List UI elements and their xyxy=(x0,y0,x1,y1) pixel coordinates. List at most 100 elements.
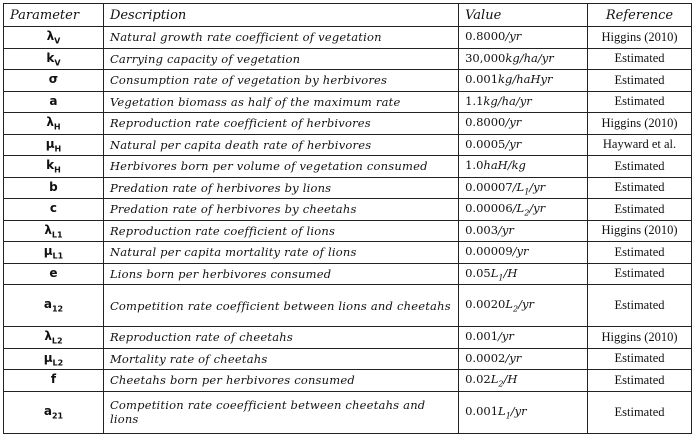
unit-text: /yr xyxy=(512,244,529,259)
parameter-symbol: λ xyxy=(44,329,52,344)
parameter-symbol: k xyxy=(46,50,55,65)
unit-text: /yr xyxy=(505,29,522,44)
value-unit: /yr xyxy=(513,244,529,258)
value-unit: L1/yr xyxy=(498,403,527,421)
table-row: μL2 Mortality rate of cheetahs 0.0002/yr Es… xyxy=(3,347,692,370)
unit-subscript: 2 xyxy=(498,379,504,389)
parameter-subscript: L2 xyxy=(51,336,63,346)
reference-cell: Estimated xyxy=(587,69,692,92)
value-unit: /yr xyxy=(498,329,514,343)
parameter-symbol: μ xyxy=(45,136,55,151)
description-cell: Carrying capacity of vegetation xyxy=(102,47,460,70)
unit-text: L xyxy=(490,372,499,387)
value-number: 0.001 xyxy=(465,72,499,87)
value-unit: haH/kg xyxy=(483,158,526,172)
description-cell: Herbivores born per volume of vegetation… xyxy=(102,155,460,178)
parameter-symbol: k xyxy=(46,158,55,173)
description-cell: Predation rate of herbivores by cheetahs xyxy=(102,198,460,221)
parameter-cell: μL1 xyxy=(3,241,104,264)
value-cell: 30,000kg/ha/yr xyxy=(458,47,589,70)
table-row: e Lions born per herbivores consumed 0.05L… xyxy=(3,262,692,285)
reference-cell: Estimated xyxy=(587,47,692,70)
parameter-cell: kV xyxy=(3,47,104,70)
value-cell: 0.8000/yr xyxy=(458,112,589,135)
header-value: Value xyxy=(458,3,589,27)
parameter-cell: f xyxy=(3,369,104,392)
parameter-subscript: V xyxy=(54,57,61,67)
unit-text: kg/ha/yr xyxy=(483,93,532,108)
value-unit: L2/yr xyxy=(505,297,534,313)
parameter-symbol: λ xyxy=(44,222,52,237)
reference-cell: Hayward et al. xyxy=(587,133,692,156)
unit-text: kg/ha/yr xyxy=(505,50,554,65)
value-cell: 0.001L1/yr xyxy=(458,390,589,434)
parameter-symbol: σ xyxy=(48,72,59,87)
description-cell: Natural growth rate coefficient of veget… xyxy=(102,26,460,49)
description-cell: Predation rate of herbivores by lions xyxy=(102,176,460,199)
value-cell: 0.00009/yr xyxy=(458,241,589,264)
description-cell: Natural per capita death rate of herbivo… xyxy=(102,133,460,156)
value-number: 0.00006 xyxy=(465,201,513,216)
value-number: 0.00009 xyxy=(465,244,513,259)
description-cell: Competition rate coeefficient between ch… xyxy=(102,390,460,434)
parameter-subscript: H xyxy=(54,165,61,175)
table-row: b Predation rate of herbivores by lions 0.… xyxy=(3,176,692,199)
value-number: 0.003 xyxy=(465,222,499,237)
table-row: kV Carrying capacity of vegetation 30,000k… xyxy=(3,47,692,70)
table-row: a12 Competition rate coefficient between … xyxy=(3,284,692,327)
value-cell: 1.1kg/ha/yr xyxy=(458,90,589,113)
value-unit: L2/H xyxy=(490,372,518,389)
table-row: kH Herbivores born per volume of vegetati… xyxy=(3,155,692,178)
unit-text: /yr xyxy=(498,329,514,344)
table-row: μL1 Natural per capita mortality rate of … xyxy=(3,241,692,264)
value-cell: 0.05L1/H xyxy=(458,262,589,285)
parameter-cell: λV xyxy=(3,26,104,49)
value-number: 30,000 xyxy=(465,50,506,65)
unit-tail: /yr xyxy=(510,403,527,418)
table-row: λH Reproduction rate coefficient of herbi… xyxy=(3,112,692,135)
unit-subscript: 2 xyxy=(524,208,530,218)
reference-cell: Estimated xyxy=(587,347,692,370)
value-number: 1.0 xyxy=(465,158,484,173)
parameter-symbol: c xyxy=(49,201,58,216)
reference-cell: Estimated xyxy=(587,390,692,434)
value-unit: kg/haHyr xyxy=(498,72,553,86)
value-unit: /yr xyxy=(505,137,521,151)
parameter-symbol: b xyxy=(49,179,58,194)
unit-tail: /yr xyxy=(529,201,546,216)
value-cell: 0.001kg/haHyr xyxy=(458,69,589,92)
header-parameter: Parameter xyxy=(3,3,104,27)
parameter-symbol: e xyxy=(49,265,58,280)
parameter-symbol: f xyxy=(50,372,57,387)
value-number: 0.8000 xyxy=(465,29,506,44)
parameter-cell: a21 xyxy=(3,390,104,434)
parameter-symbol: a xyxy=(43,403,52,418)
unit-text: /yr xyxy=(505,115,522,130)
unit-subscript: 1 xyxy=(524,186,530,196)
unit-text: /yr xyxy=(505,350,522,365)
unit-subscript: 1 xyxy=(505,411,511,421)
parameter-cell: kH xyxy=(3,155,104,178)
reference-cell: Estimated xyxy=(587,90,692,113)
value-unit: /yr xyxy=(505,115,521,129)
value-cell: 0.003/yr xyxy=(458,219,589,242)
parameter-cell: e xyxy=(3,262,104,285)
parameter-symbol: a xyxy=(49,93,58,108)
value-cell: 0.00007/L1/yr xyxy=(458,176,589,199)
parameter-cell: b xyxy=(3,176,104,199)
unit-text: /yr xyxy=(498,222,514,237)
value-number: 0.0020 xyxy=(465,297,506,312)
reference-cell: Estimated xyxy=(587,176,692,199)
value-cell: 0.00006/L2/yr xyxy=(458,198,589,221)
parameter-symbol: μ xyxy=(43,244,53,259)
reference-cell: Estimated xyxy=(587,198,692,221)
header-reference: Reference xyxy=(587,3,692,27)
unit-text: kg/haHyr xyxy=(498,72,553,87)
value-unit: L1/H xyxy=(491,266,518,282)
value-number: 0.00007 xyxy=(465,179,513,194)
parameter-subscript: V xyxy=(54,36,61,46)
parameter-subscript: 12 xyxy=(51,304,64,314)
value-unit: /yr xyxy=(498,223,514,237)
value-number: 0.001 xyxy=(465,403,499,418)
parameter-cell: μH xyxy=(3,133,104,156)
